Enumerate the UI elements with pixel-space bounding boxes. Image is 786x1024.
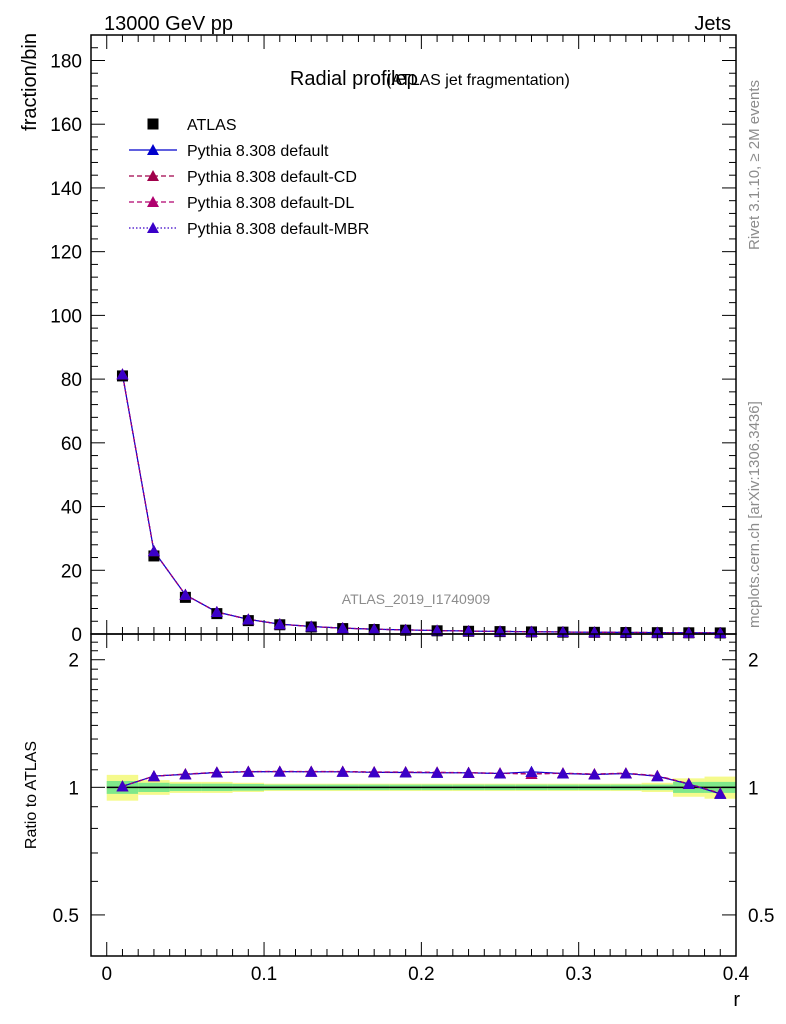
chart-title: Radial profileρ — [290, 68, 418, 90]
main-mc-point — [179, 588, 192, 600]
main-mc-point — [273, 618, 286, 630]
ratio-mc-point — [273, 765, 286, 777]
legend-marker — [147, 144, 159, 155]
ratio-frame-border — [90, 633, 737, 957]
legend-label: Pythia 8.308 default-MBR — [187, 221, 369, 238]
ratio-y-tick-label-right: 0.5 — [748, 906, 774, 927]
main-mc-point — [336, 622, 349, 634]
ratio-plot: 0.5 0.51 12 2 0 0.1 0.2 0.3 0.4 Ratio to ATLAS … — [23, 633, 774, 1011]
x-tick-label: 0 — [101, 964, 112, 985]
main-mc-point — [651, 626, 664, 638]
header-left: 13000 GeV pp — [104, 13, 233, 35]
ratio-mc-point — [242, 765, 255, 777]
ratio-mc-point — [682, 778, 695, 790]
main-y-tick-label: 0 — [71, 625, 82, 646]
legend-marker-atlas — [147, 118, 159, 130]
ratio-mc-point — [588, 768, 601, 780]
ratio-mc-point — [714, 787, 727, 799]
ratio-mc-point — [556, 767, 569, 779]
main-y-tick-label: 20 — [61, 561, 82, 582]
legend-marker — [147, 222, 159, 233]
main-y-tick-label: 60 — [61, 434, 82, 455]
x-tick-label: 0.3 — [565, 964, 591, 985]
main-mc-point — [305, 620, 318, 632]
main-mc-point — [368, 623, 381, 635]
x-tick-label: 0.2 — [408, 964, 434, 985]
ratio-mc-point — [525, 765, 538, 777]
mcplots-label: mcplots.cern.ch [arXiv:1306.3436] — [746, 401, 763, 628]
header-right: Jets — [694, 13, 731, 35]
ratio-series — [116, 765, 727, 799]
ratio-plot-frame — [90, 633, 737, 957]
main-y-label: fraction/bin — [19, 33, 41, 131]
main-mc-point — [714, 626, 727, 638]
legend: ATLAS Pythia 8.308 default Pythia 8.308 de… — [129, 117, 369, 238]
main-y-tick-label: 140 — [50, 179, 82, 200]
legend-marker — [147, 170, 159, 181]
ratio-mc-point — [431, 766, 444, 778]
ratio-mc-point — [494, 767, 507, 779]
legend-label: Pythia 8.308 default-CD — [187, 169, 357, 186]
main-plot: 0 20 40 60 80 100 120 140 160 180 fraction/bin AT… — [19, 33, 737, 646]
ratio-x-axis: 0 0.1 0.2 0.3 0.4 — [90, 634, 750, 985]
ratio-mc-point — [368, 766, 381, 778]
legend-label: Pythia 8.308 default-DL — [187, 195, 354, 212]
ratio-y-tick-label: 0.5 — [53, 906, 79, 927]
chart-subtitle: (ATLAS jet fragmentation) — [386, 72, 570, 89]
ratio-mc-point — [462, 766, 475, 778]
ratio-mc-point — [179, 768, 192, 780]
ratio-y-tick-label-right: 1 — [748, 778, 759, 799]
main-mc-point — [682, 626, 695, 638]
main-y-tick-label: 180 — [50, 51, 82, 72]
main-mc-point — [116, 368, 129, 380]
ratio-y-tick-label: 2 — [68, 651, 79, 672]
main-mc-point — [210, 606, 223, 618]
ratio-mc-point — [336, 765, 349, 777]
ratio-y-tick-label-right: 2 — [748, 651, 759, 672]
x-tick-label: 0.4 — [723, 964, 750, 985]
main-y-tick-label: 80 — [61, 370, 82, 391]
legend-marker — [147, 196, 159, 207]
main-y-tick-label: 160 — [50, 115, 82, 136]
ratio-series-line — [122, 770, 721, 795]
ratio-uncertainty-bands — [106, 774, 736, 801]
main-y-tick-label: 40 — [61, 498, 82, 519]
main-y-tick-label: 120 — [50, 243, 82, 264]
main-mc-point — [399, 623, 412, 635]
rivet-label: Rivet 3.1.10, ≥ 2M events — [746, 80, 763, 250]
x-tick-label: 0.1 — [251, 964, 277, 985]
ratio-mc-point — [305, 765, 318, 777]
watermark: ATLAS_2019_I1740909 — [342, 591, 491, 607]
main-y-tick-label: 100 — [50, 306, 82, 327]
ratio-mc-point — [210, 766, 223, 778]
ratio-mc-point — [651, 770, 664, 782]
legend-label: Pythia 8.308 default — [187, 143, 329, 160]
ratio-mc-point — [116, 780, 129, 792]
main-y-axis: 0 20 40 60 80 100 120 140 160 180 — [50, 34, 736, 646]
legend-label: ATLAS — [187, 117, 237, 134]
ratio-mc-point — [399, 766, 412, 778]
main-mc-point — [242, 613, 255, 625]
ratio-mc-point — [147, 770, 160, 782]
ratio-mc-point — [619, 767, 632, 779]
ratio-y-tick-label: 1 — [68, 778, 79, 799]
main-mc-point — [147, 545, 160, 557]
x-axis-label: r — [733, 989, 740, 1011]
ratio-y-label: Ratio to ATLAS — [23, 741, 40, 849]
ratio-y-axis: 0.5 0.5 1 1 2 2 — [53, 641, 774, 927]
main-mc-point — [431, 624, 444, 636]
